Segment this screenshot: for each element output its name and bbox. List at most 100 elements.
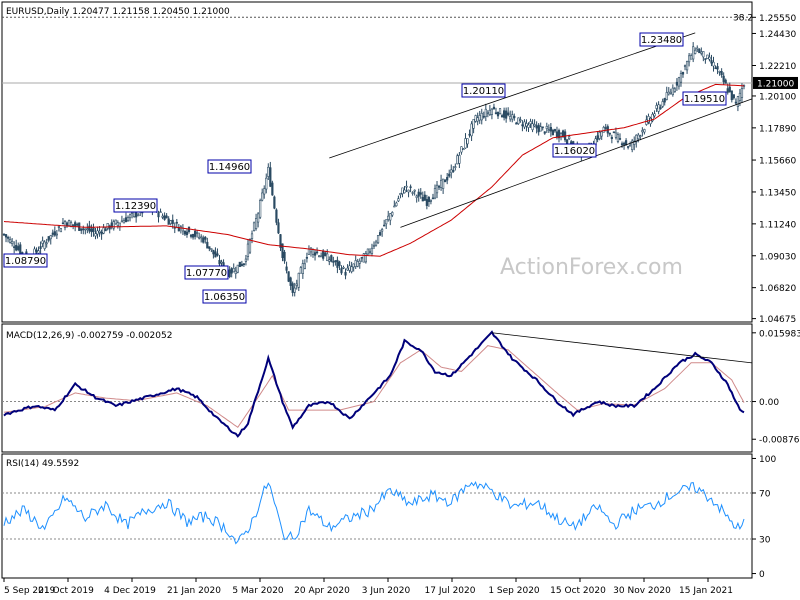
- annotation-box: [639, 32, 684, 47]
- candle-body: [305, 257, 309, 259]
- price-y-tick-label: 1.22210: [759, 62, 796, 72]
- x-tick-label: 17 Jul 2020: [425, 586, 476, 596]
- candle-body: [657, 104, 660, 112]
- candle-body: [616, 134, 620, 142]
- candle-body: [419, 192, 422, 195]
- annotation-label: 1.16020: [554, 146, 595, 157]
- candle-body: [484, 108, 487, 117]
- candle-body: [55, 233, 58, 236]
- candle-body: [720, 71, 723, 76]
- candle-body: [622, 142, 626, 145]
- candle-body: [673, 88, 676, 92]
- candle-body: [397, 198, 400, 202]
- rsi-panel: [1, 453, 753, 579]
- candle-body: [659, 107, 662, 109]
- candle-body: [112, 221, 115, 229]
- candle-body: [730, 90, 733, 101]
- candle-body: [480, 112, 483, 121]
- candle-body: [519, 119, 522, 121]
- candle-body: [653, 113, 656, 117]
- candle-body: [476, 117, 479, 122]
- rsi-y-tick-label: 100: [759, 455, 776, 465]
- annotation-label: 1.08790: [5, 256, 46, 267]
- candle-body: [330, 255, 333, 262]
- candle-body: [265, 177, 268, 190]
- candle-body: [399, 193, 402, 195]
- candle-body: [53, 231, 56, 236]
- x-tick-label: 5 Mar 2020: [232, 586, 284, 596]
- candle-body: [126, 217, 130, 221]
- candle-body: [385, 219, 388, 225]
- candle-body: [702, 51, 705, 58]
- candle-body: [486, 112, 489, 114]
- candle-body: [439, 179, 443, 188]
- candle-body: [169, 220, 172, 224]
- candle-body: [612, 131, 615, 134]
- candle-body: [525, 123, 528, 127]
- candle-body: [405, 185, 408, 188]
- candle-body: [51, 232, 54, 235]
- candle-body: [189, 234, 193, 237]
- candle-body: [340, 268, 343, 274]
- candle-body: [336, 259, 339, 268]
- candle-body: [629, 144, 632, 147]
- candle-body: [523, 121, 526, 128]
- candle-body: [454, 166, 457, 168]
- candle-body: [159, 211, 162, 213]
- candle-body: [220, 261, 223, 264]
- candle-body: [358, 260, 361, 264]
- candle-body: [539, 126, 542, 132]
- candle-body: [704, 58, 707, 60]
- candle-body: [437, 186, 441, 188]
- candle-body: [175, 221, 178, 224]
- price-annotation: 1.07770: [184, 265, 229, 280]
- candle-body: [667, 91, 670, 95]
- candle-body: [122, 220, 126, 224]
- candle-body: [661, 101, 664, 107]
- candle-body: [423, 194, 426, 201]
- price-y-tick-label: 1.04675: [759, 315, 796, 325]
- candle-body: [503, 110, 506, 118]
- candle-body: [553, 129, 557, 132]
- candle-body: [350, 266, 353, 272]
- annotation-box: [3, 253, 48, 268]
- candle-body: [452, 170, 455, 172]
- price-y-tick-label: 1.11240: [759, 220, 796, 230]
- candle-body: [370, 247, 374, 254]
- candle-body: [356, 261, 359, 267]
- moving-average-line: [3, 83, 745, 257]
- candle-body: [472, 119, 475, 129]
- candle-body: [346, 267, 349, 271]
- candle-body: [37, 250, 40, 254]
- candle-body: [651, 113, 654, 122]
- macd-trendline: [491, 332, 753, 364]
- candle-body: [568, 136, 571, 140]
- candle-body: [655, 105, 658, 109]
- candle-body: [287, 271, 290, 282]
- annotation-box: [207, 159, 252, 174]
- price-annotation: 1.08790: [3, 253, 48, 268]
- candle-body: [47, 236, 50, 241]
- candle-body: [468, 133, 471, 136]
- candle-body: [482, 115, 485, 118]
- candle-body: [196, 232, 199, 234]
- annotation-label: 1.19510: [684, 94, 725, 105]
- fib-label: 38.2: [733, 13, 753, 23]
- candle-body: [277, 222, 280, 234]
- x-tick-label: 15 Oct 2020: [550, 586, 606, 596]
- candle-body: [238, 261, 241, 268]
- candle-body: [671, 87, 674, 96]
- price-y-tick-label: 1.09030: [759, 252, 796, 262]
- candle-body: [696, 47, 699, 50]
- annotation-label: 1.23480: [641, 35, 682, 46]
- candle-body: [338, 261, 341, 266]
- candle-body: [718, 71, 721, 73]
- candle-body: [41, 240, 44, 244]
- candle-body: [631, 140, 634, 150]
- rsi-y-tick-label: 0: [759, 570, 765, 580]
- candle-body: [76, 223, 79, 226]
- price-y-tick-label: 1.13450: [759, 188, 796, 198]
- candle-body: [35, 249, 38, 252]
- candle-body: [67, 220, 71, 226]
- x-tick-label: 3 Jun 2020: [362, 586, 411, 596]
